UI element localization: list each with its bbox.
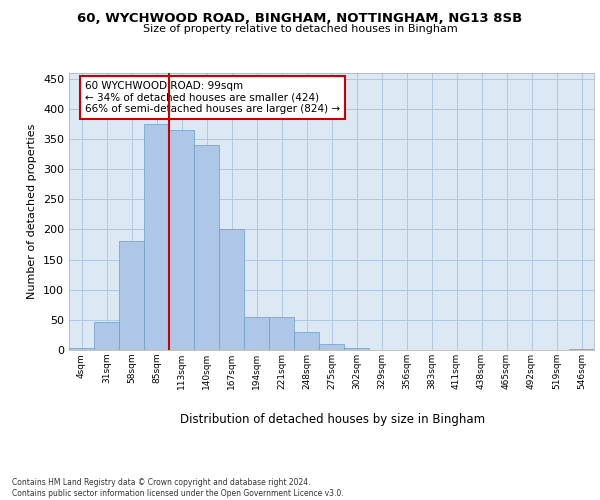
Bar: [344, 348, 369, 350]
Bar: [294, 332, 319, 350]
Bar: [319, 344, 344, 350]
Text: Distribution of detached houses by size in Bingham: Distribution of detached houses by size …: [181, 412, 485, 426]
Bar: [219, 230, 244, 350]
Bar: [269, 317, 294, 350]
Bar: [94, 322, 119, 350]
Y-axis label: Number of detached properties: Number of detached properties: [28, 124, 37, 299]
Text: Size of property relative to detached houses in Bingham: Size of property relative to detached ho…: [143, 24, 457, 34]
Text: 60, WYCHWOOD ROAD, BINGHAM, NOTTINGHAM, NG13 8SB: 60, WYCHWOOD ROAD, BINGHAM, NOTTINGHAM, …: [77, 12, 523, 26]
Text: 60 WYCHWOOD ROAD: 99sqm
← 34% of detached houses are smaller (424)
66% of semi-d: 60 WYCHWOOD ROAD: 99sqm ← 34% of detache…: [85, 81, 340, 114]
Bar: [194, 145, 219, 350]
Bar: [144, 124, 169, 350]
Bar: [169, 130, 194, 350]
Bar: [69, 348, 94, 350]
Bar: [244, 317, 269, 350]
Bar: [119, 242, 144, 350]
Text: Contains HM Land Registry data © Crown copyright and database right 2024.
Contai: Contains HM Land Registry data © Crown c…: [12, 478, 344, 498]
